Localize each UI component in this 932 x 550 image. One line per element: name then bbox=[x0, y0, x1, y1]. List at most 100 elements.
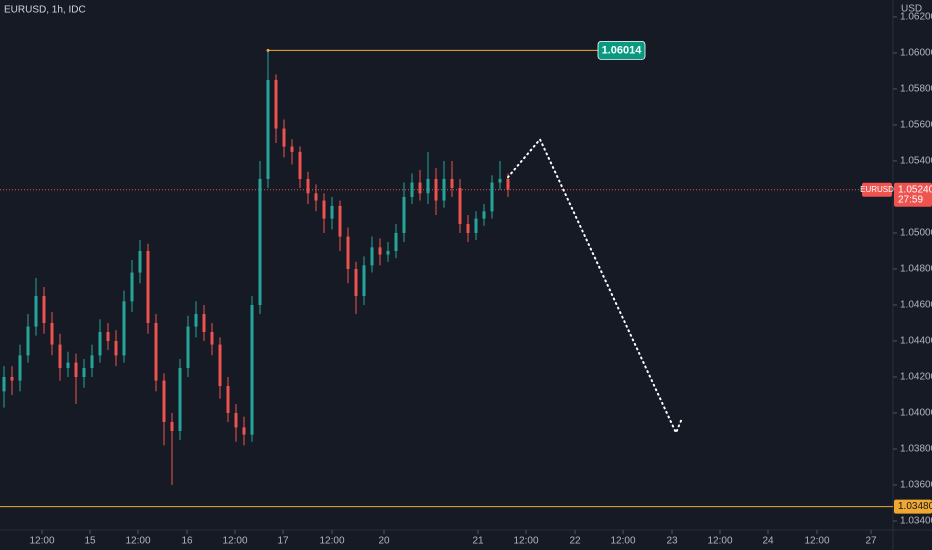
candle-body bbox=[186, 326, 190, 368]
candle-body bbox=[18, 355, 22, 381]
chart-title: EURUSD, 1h, IDC bbox=[4, 5, 86, 16]
x-tick-label: 12:00 bbox=[222, 536, 247, 547]
candle-body bbox=[74, 362, 78, 377]
candle-body bbox=[138, 250, 142, 273]
y-tick-label: 1.03800 bbox=[900, 444, 932, 455]
y-tick-label: 1.05600 bbox=[900, 120, 932, 131]
y-tick-label: 1.04200 bbox=[900, 372, 932, 383]
y-tick-label: 1.05400 bbox=[900, 156, 932, 167]
candle-body bbox=[474, 218, 478, 233]
projection-line bbox=[507, 137, 683, 436]
y-tick-label: 1.06000 bbox=[900, 48, 932, 59]
candle-body bbox=[322, 200, 326, 219]
candle-body bbox=[346, 236, 350, 269]
candle-body bbox=[370, 247, 374, 266]
last-price-label: 1.05240 bbox=[898, 184, 932, 195]
x-tick-label: 22 bbox=[569, 536, 581, 547]
candle-body bbox=[26, 326, 30, 356]
candle-body bbox=[290, 146, 294, 152]
candle-body bbox=[130, 272, 134, 302]
x-tick-label: 12:00 bbox=[125, 536, 150, 547]
candle-body bbox=[402, 196, 406, 233]
y-tick-label: 1.04600 bbox=[900, 300, 932, 311]
candle-body bbox=[266, 79, 270, 179]
candle-body bbox=[282, 128, 286, 147]
x-tick-label: 12:00 bbox=[513, 536, 538, 547]
candle-body bbox=[242, 427, 246, 435]
y-tick-label: 1.03400 bbox=[900, 516, 932, 527]
candle-body bbox=[274, 79, 278, 129]
candle-body bbox=[226, 385, 230, 413]
x-tick-label: 12:00 bbox=[610, 536, 635, 547]
candle-body bbox=[50, 322, 54, 345]
x-tick-label: 12:00 bbox=[29, 536, 54, 547]
candle-body bbox=[450, 178, 454, 188]
candle-body bbox=[202, 313, 206, 332]
candle-body bbox=[434, 178, 438, 201]
candle-body bbox=[506, 178, 510, 190]
candle-body bbox=[362, 265, 366, 296]
candle-body bbox=[2, 376, 6, 392]
candle-body bbox=[250, 304, 254, 435]
candle-body bbox=[466, 223, 470, 233]
support-label: 1.03480 bbox=[898, 501, 932, 512]
candle-body bbox=[498, 178, 502, 183]
candle-body bbox=[42, 295, 46, 323]
candle-body bbox=[306, 178, 310, 194]
candle-body bbox=[490, 182, 494, 212]
x-tick-label: 20 bbox=[378, 536, 390, 547]
candle-body bbox=[394, 232, 398, 251]
candle-body bbox=[170, 421, 174, 431]
high-tag bbox=[597, 41, 646, 60]
countdown: 27:59 bbox=[898, 194, 923, 205]
candle-body bbox=[98, 331, 102, 356]
x-tick-label: 21 bbox=[472, 536, 484, 547]
candle-body bbox=[154, 322, 158, 381]
candle-body bbox=[58, 344, 62, 368]
x-tick-label: 24 bbox=[762, 536, 774, 547]
candle-body bbox=[330, 205, 334, 219]
symbol-tag bbox=[862, 182, 892, 197]
candle-body bbox=[418, 182, 422, 194]
candle-body bbox=[146, 250, 150, 323]
x-tick-label: 15 bbox=[84, 536, 96, 547]
candle-body bbox=[82, 367, 86, 377]
candle-body bbox=[218, 344, 222, 386]
symbol-label: EURUSD bbox=[860, 185, 894, 194]
y-tick-label: 1.03600 bbox=[900, 480, 932, 491]
candle-body bbox=[10, 376, 14, 381]
candle-body bbox=[442, 178, 446, 201]
candle-body bbox=[410, 182, 414, 197]
candle-body bbox=[426, 178, 430, 194]
x-tick-label: 12:00 bbox=[707, 536, 732, 547]
candle-body bbox=[106, 331, 110, 341]
high-point bbox=[266, 48, 270, 52]
y-tick-label: 1.05800 bbox=[900, 84, 932, 95]
x-tick-label: 17 bbox=[277, 536, 289, 547]
high-label: 1.06014 bbox=[602, 44, 643, 56]
candle-body bbox=[378, 247, 382, 255]
y-tick-label: 1.04000 bbox=[900, 408, 932, 419]
candle-body bbox=[338, 205, 342, 237]
candle-body bbox=[482, 211, 486, 219]
support-tag bbox=[894, 499, 932, 514]
price-tag bbox=[894, 182, 932, 207]
candle-body bbox=[178, 367, 182, 431]
candle-body bbox=[122, 301, 126, 356]
candle-body bbox=[34, 295, 38, 327]
candle-body bbox=[234, 412, 238, 428]
candle-body bbox=[210, 331, 214, 345]
candle-body bbox=[90, 355, 94, 368]
candle-body bbox=[66, 362, 70, 368]
candle-body bbox=[194, 313, 198, 327]
x-tick-label: 12:00 bbox=[804, 536, 829, 547]
x-tick-label: 12:00 bbox=[319, 536, 344, 547]
candle-body bbox=[386, 250, 390, 255]
x-tick-label: 23 bbox=[666, 536, 678, 547]
candle-body bbox=[114, 340, 118, 356]
candle-body bbox=[298, 151, 302, 179]
x-tick-label: 16 bbox=[181, 536, 193, 547]
candle-body bbox=[354, 268, 358, 296]
